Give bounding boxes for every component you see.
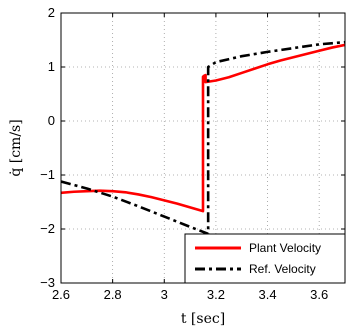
- legend-label-ref-velocity: Ref. Velocity: [249, 262, 316, 276]
- x-tick-label: 3.6: [310, 287, 328, 302]
- x-axis-label: t [sec]: [181, 311, 225, 327]
- legend-box: [184, 233, 346, 284]
- series-line-ref-velocity: [61, 40, 345, 236]
- y-tick-label: 0: [48, 113, 55, 128]
- series-layer: [61, 40, 345, 236]
- x-tick-label: 3.4: [259, 287, 277, 302]
- y-tick-label: 2: [48, 5, 55, 20]
- y-tick-label: −1: [40, 167, 55, 182]
- y-tick-label: −2: [40, 221, 55, 236]
- legend-label-plant-velocity: Plant Velocity: [249, 241, 321, 255]
- y-tick-label: −3: [40, 275, 55, 290]
- x-tick-label: 3.2: [207, 287, 225, 302]
- x-tick-label: 2.8: [104, 287, 122, 302]
- y-axis-label: q̇ [cm/s]: [8, 119, 24, 176]
- x-tick-label: 2.6: [52, 287, 70, 302]
- y-tick-label: 1: [48, 59, 55, 74]
- series-line-plant-velocity: [61, 43, 345, 213]
- legend: Plant Velocity Ref. Velocity: [184, 233, 346, 284]
- x-tick-label: 3: [161, 287, 168, 302]
